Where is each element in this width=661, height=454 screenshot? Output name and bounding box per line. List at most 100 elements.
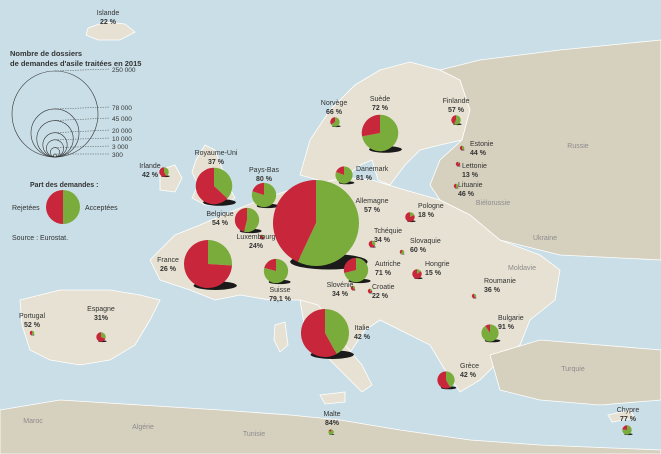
pie-slice-accepted: [262, 234, 265, 237]
country-malte: Malte 84%: [323, 411, 341, 435]
country-accept-pct: 42 %: [354, 334, 371, 341]
country-name: Slovaquie: [410, 238, 441, 245]
land-cyprus: [607, 409, 636, 423]
legend-size-title-1: Nombre de dossiers: [10, 49, 82, 58]
size-legend-leader: [54, 106, 111, 110]
country-name: Croatie: [372, 284, 395, 291]
legend-share-title: Part des demandes :: [30, 182, 98, 189]
country-name: Autriche: [375, 261, 401, 268]
country-pologne: Pologne 18 %: [405, 203, 444, 223]
pie-slice-rejected: [471, 293, 476, 299]
pie-slice-accepted: [353, 285, 356, 290]
country-accept-pct: 31%: [94, 315, 109, 322]
country-name: Pologne: [418, 203, 444, 210]
pie-slice-rejected: [622, 425, 627, 430]
country-accept-pct: 52 %: [24, 322, 41, 329]
size-legend-leader: [54, 129, 111, 133]
country-accept-pct: 26 %: [160, 266, 177, 273]
pie-slice-accepted: [344, 257, 369, 283]
share-legend-rejected: [46, 190, 63, 224]
country-accept-pct: 24%: [249, 243, 264, 250]
pie-slice-accepted: [474, 293, 477, 298]
country-accept-pct: 22 %: [372, 293, 389, 300]
country-accept-pct: 66 %: [326, 109, 343, 116]
country-name: Bulgarie: [498, 315, 524, 322]
country-name: Islande: [97, 10, 120, 17]
pie-slice-rejected: [399, 249, 402, 254]
legend-accepted-label: Acceptées: [85, 205, 118, 212]
country-name: Hongrie: [425, 261, 450, 268]
size-legend-leader: [54, 68, 111, 72]
land-turkey: [489, 339, 661, 406]
pie-slice-accepted: [208, 239, 233, 266]
country-autriche: Autriche 71 %: [343, 257, 401, 284]
pie-slice-rejected: [264, 258, 276, 271]
pie-slice-accepted: [372, 240, 376, 246]
country-accept-pct: 44 %: [470, 150, 487, 157]
country-accept-pct: 57 %: [448, 107, 465, 114]
country-name: Belgique: [206, 211, 233, 218]
country-pays-bas: Pays-Bas 80 %: [249, 167, 279, 209]
region-label-bielorussie: Biélorussie: [476, 200, 510, 207]
pie-slice-rejected: [29, 330, 32, 336]
size-legend-value: 20 000: [112, 128, 132, 135]
pie-slice-rejected: [455, 161, 461, 167]
country-name: Lituanie: [458, 182, 483, 189]
country-pies: Islande 22 % Norvège 66 % Suède 72 % Finlande 5…: [19, 10, 639, 436]
country-name: Suisse: [269, 287, 290, 294]
country-accept-pct: 80 %: [256, 176, 273, 183]
pie-slice-rejected: [343, 257, 356, 274]
country-slovenie: Slovénie 34 %: [327, 282, 356, 298]
legend-size-title-2: de demandes d'asile traitées en 2015: [10, 59, 141, 68]
land-africa: [0, 399, 661, 454]
pie-slice-accepted: [453, 115, 461, 125]
country-hongrie: Hongrie 15 %: [412, 261, 450, 280]
pie-slice-accepted: [400, 249, 405, 255]
pie-slice-rejected: [183, 239, 232, 289]
country-accept-pct: 71 %: [375, 270, 392, 277]
region-labels: Russie Biélorussie Ukraine Moldavie Turquie M…: [23, 143, 589, 438]
pie-slice-rejected: [159, 167, 167, 177]
pie-slice-accepted: [101, 332, 106, 339]
country-france: France 26 %: [157, 239, 237, 290]
country-name: Estonie: [470, 141, 493, 148]
country-estonie: Estonie 44 %: [459, 141, 493, 157]
country-name: Finlande: [443, 98, 470, 105]
land-sicily: [319, 391, 346, 405]
country-accept-pct: 60 %: [410, 247, 427, 254]
land-iceland: [85, 21, 136, 41]
region-label-algerie: Algérie: [132, 424, 154, 431]
country-roumanie: Roumanie 36 %: [471, 278, 516, 299]
country-name: Irlande: [139, 163, 161, 170]
pie-slice-accepted: [31, 330, 35, 336]
region-label-turquie: Turquie: [561, 366, 585, 373]
country-accept-pct: 15 %: [425, 270, 442, 277]
pie-slice-accepted: [325, 308, 350, 355]
pie-slice-accepted: [446, 371, 455, 388]
country-accept-pct: 18 %: [418, 212, 435, 219]
size-legend-leader: [54, 117, 111, 121]
pie-slice-accepted: [417, 269, 421, 274]
country-name: Grèce: [460, 363, 479, 370]
country-croatie: Croatie 22 %: [367, 284, 395, 300]
pie-slice-rejected: [195, 167, 228, 205]
pie-slice-accepted: [164, 167, 169, 177]
country-accept-pct: 72 %: [372, 105, 389, 112]
pie-slice-rejected: [252, 182, 264, 195]
country-islande: Islande 22 %: [97, 10, 120, 26]
country-name: Slovénie: [327, 282, 354, 289]
pie-slice-accepted: [362, 114, 399, 152]
pie-slice-accepted: [331, 117, 340, 127]
country-name: Suède: [370, 96, 390, 103]
country-irlande: Irlande 42 %: [139, 163, 170, 179]
size-legend-leader: [54, 145, 111, 148]
pie-slice-rejected: [361, 114, 380, 137]
region-label-moldavie: Moldavie: [508, 265, 536, 272]
country-finlande: Finlande 57 %: [443, 98, 470, 126]
region-label-maroc: Maroc: [23, 418, 43, 425]
country-name: Portugal: [19, 313, 46, 320]
country-tchequie: Tchéquie 34 %: [368, 228, 402, 248]
country-name: Allemagne: [355, 198, 388, 205]
pie-slice-accepted: [243, 207, 260, 233]
